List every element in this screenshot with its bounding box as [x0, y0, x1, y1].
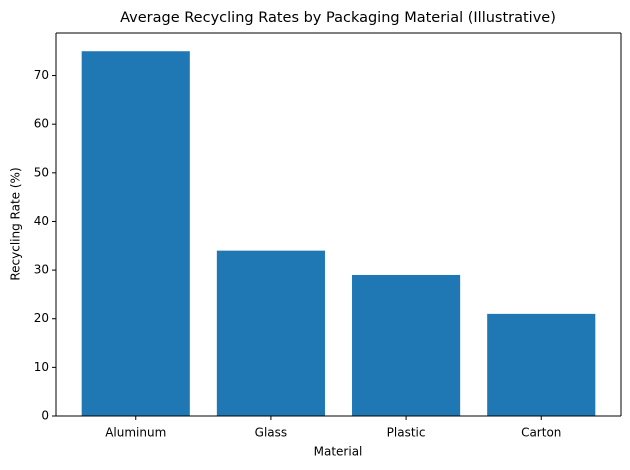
x-tick-label: Plastic — [387, 426, 426, 440]
x-tick-label: Glass — [255, 426, 288, 440]
bar — [487, 313, 596, 416]
y-tick-label: 40 — [34, 214, 49, 228]
x-axis-label: Material — [314, 445, 363, 459]
chart-title: Average Recycling Rates by Packaging Mat… — [120, 10, 556, 26]
y-tick-label: 70 — [34, 68, 49, 82]
y-tick-label: 50 — [34, 165, 49, 179]
y-tick-label: 20 — [34, 311, 49, 325]
y-axis-label: Recycling Rate (%) — [9, 167, 23, 280]
y-tick-label: 30 — [34, 263, 49, 277]
y-tick-label: 0 — [41, 409, 49, 423]
bar — [216, 250, 325, 416]
y-tick-label: 60 — [34, 117, 49, 131]
y-tick-label: 10 — [34, 360, 49, 374]
x-tick-label: Carton — [521, 426, 561, 440]
bar — [352, 274, 461, 416]
x-tick-label: Aluminum — [105, 426, 166, 440]
bar — [81, 51, 190, 416]
